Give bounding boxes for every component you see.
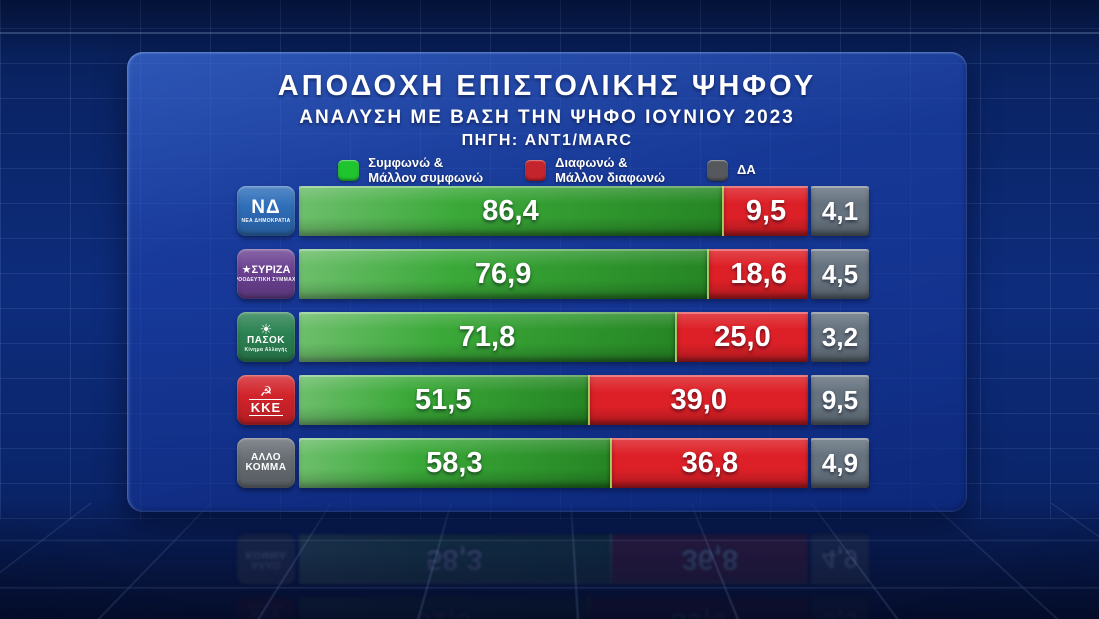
bar-rows: ΝΔ ΝΕΑ ΔΗΜΟΚΡΑΤΙΑ 86,4 9,5 4,1 ★ΣΥΡΙΖΑ Π… <box>237 186 869 501</box>
row-syriza: ★ΣΥΡΙΖΑ ΠΡΟΟΔΕΥΤΙΚΗ ΣΥΜΜΑΧΙΑ 76,9 18,6 4… <box>237 249 869 299</box>
reflection-disagree-segment: 39,0 <box>589 597 808 619</box>
row-nea-dimokratia: ΝΔ ΝΕΑ ΔΗΜΟΚΡΑΤΙΑ 86,4 9,5 4,1 <box>237 186 869 236</box>
stacked-bar: 58,3 36,8 4,9 <box>299 438 869 488</box>
dk-segment: 4,9 <box>811 438 869 488</box>
legend-item-dk: ΔΑ <box>706 160 756 182</box>
reflection-agree-value: 51,5 <box>415 606 471 619</box>
chart-panel: ΑΠΟΔΟΧΗ ΕΠΙΣΤΟΛΙΚΗΣ ΨΗΦΟΥ ΑΝΑΛΥΣΗ ΜΕ ΒΑΣ… <box>127 52 967 512</box>
agree-value: 58,3 <box>426 446 483 479</box>
floor-fade <box>0 498 1099 619</box>
agree-segment: 51,5 <box>299 375 590 425</box>
agree-segment: 71,8 <box>299 312 678 362</box>
bar-rows: ΝΔ ΝΕΑ ΔΗΜΟΚΡΑΤΙΑ 86,4 9,5 4,1 ★ΣΥΡΙΖΑ Π… <box>237 534 869 619</box>
reflection-kke-logo: ☭ ΚΚΕ <box>237 597 295 619</box>
legend-label-agree: Συμφωνώ & Μάλλον συμφωνώ <box>368 155 484 185</box>
disagree-value: 25,0 <box>714 320 771 353</box>
reflection-row-allo-komma: ΑΛΛΟ ΚΟΜΜΑ 58,3 36,8 4,9 <box>237 534 869 584</box>
dk-segment: 9,5 <box>811 375 869 425</box>
disagree-value: 39,0 <box>670 383 727 416</box>
star-icon: ★ <box>241 264 252 276</box>
dk-segment: 4,5 <box>811 249 869 299</box>
reflection-agree-segment: 51,5 <box>299 597 590 619</box>
reflection-dk-segment: 9,5 <box>811 597 869 619</box>
agree-segment: 58,3 <box>299 438 612 488</box>
row-allo-komma: ΑΛΛΟ ΚΟΜΜΑ 58,3 36,8 4,9 <box>237 438 869 488</box>
dk-value: 4,1 <box>821 195 859 226</box>
agree-value: 71,8 <box>458 320 516 353</box>
disagree-value: 18,6 <box>730 257 787 290</box>
pasok-logo: ☀ ΠΑΣΟΚ Κίνημα Αλλαγής <box>237 312 295 362</box>
page-subtitle: ΑΝΑΛΥΣΗ ΜΕ ΒΑΣΗ ΤΗΝ ΨΗΦΟ ΙΟΥΝΙΟΥ 2023 <box>299 107 795 128</box>
disagree-value: 9,5 <box>745 194 787 227</box>
reflection-agree-segment: 58,3 <box>299 534 612 584</box>
agree-swatch-icon <box>338 160 360 182</box>
row-kke: ☭ ΚΚΕ 51,5 39,0 9,5 <box>237 375 869 425</box>
agree-segment: 86,4 <box>299 186 724 236</box>
disagree-swatch-icon <box>525 160 547 182</box>
dk-value: 3,2 <box>821 321 859 352</box>
agree-value: 76,9 <box>474 257 532 290</box>
disagree-segment: 9,5 <box>724 186 808 236</box>
agree-segment: 76,9 <box>299 249 710 299</box>
reflection-row-kke: ☭ ΚΚΕ 51,5 39,0 9,5 <box>237 597 869 619</box>
stacked-bar: 76,9 18,6 4,5 <box>299 249 869 299</box>
sun-icon: ☀ <box>259 320 273 337</box>
page-title: ΑΠΟΔΟΧΗ ΕΠΙΣΤΟΛΙΚΗΣ ΨΗΦΟΥ <box>277 70 817 102</box>
disagree-segment: 25,0 <box>677 312 808 362</box>
disagree-value: 36,8 <box>681 446 739 479</box>
reflection-agree-value: 58,3 <box>426 543 483 576</box>
reflection-dk-value: 4,9 <box>821 544 859 575</box>
reflection-stacked-bar: 58,3 36,8 4,9 <box>299 534 869 584</box>
reflection-disagree-segment: 36,8 <box>611 534 808 584</box>
legend-item-agree: Συμφωνώ & Μάλλον συμφωνώ <box>338 155 484 185</box>
reflection-stacked-bar: 51,5 39,0 9,5 <box>299 597 869 619</box>
row-pasok: ☀ ΠΑΣΟΚ Κίνημα Αλλαγής 71,8 25,0 3,2 <box>237 312 869 362</box>
syriza-logo: ★ΣΥΡΙΖΑ ΠΡΟΟΔΕΥΤΙΚΗ ΣΥΜΜΑΧΙΑ <box>237 249 295 299</box>
nea-dimokratia-logo: ΝΔ ΝΕΑ ΔΗΜΟΚΡΑΤΙΑ <box>237 186 295 236</box>
legend-item-disagree: Διαφωνώ & Μάλλον διαφωνώ <box>525 155 665 185</box>
reflection-disagree-value: 39,0 <box>671 606 727 619</box>
agree-value: 51,5 <box>415 383 472 416</box>
allo-komma-logo: ΑΛΛΟ ΚΟΜΜΑ <box>237 438 295 488</box>
disagree-segment: 36,8 <box>611 438 809 488</box>
dk-value: 4,5 <box>821 258 859 289</box>
reflection-dk-segment: 4,9 <box>811 534 869 584</box>
stacked-bar: 51,5 39,0 9,5 <box>299 375 869 425</box>
perspective-floor-grid <box>0 503 1099 619</box>
dk-swatch-icon <box>706 160 728 182</box>
legend-label-disagree: Διαφωνώ & Μάλλον διαφωνώ <box>555 155 665 185</box>
reflection-disagree-value: 36,8 <box>681 543 739 576</box>
legend: Συμφωνώ & Μάλλον συμφωνώ Διαφωνώ & Μάλλο… <box>127 155 967 185</box>
legend-label-dk: ΔΑ <box>736 162 756 178</box>
stacked-bar: 86,4 9,5 4,1 <box>299 186 869 236</box>
agree-value: 86,4 <box>482 194 539 227</box>
dk-segment: 4,1 <box>811 186 869 236</box>
dk-value: 9,5 <box>821 384 859 415</box>
floor-reflection: ΝΔ ΝΕΑ ΔΗΜΟΚΡΑΤΙΑ 86,4 9,5 4,1 ★ΣΥΡΙΖΑ Π… <box>237 516 869 619</box>
dk-value: 4,9 <box>821 447 859 478</box>
dk-segment: 3,2 <box>811 312 869 362</box>
reflection-dk-value: 9,5 <box>822 607 858 619</box>
reflection-allo-komma-logo: ΑΛΛΟ ΚΟΜΜΑ <box>237 534 295 584</box>
source-label: ΠΗΓΗ: ANT1/MARC <box>461 132 633 149</box>
kke-logo: ☭ ΚΚΕ <box>237 375 295 425</box>
stacked-bar: 71,8 25,0 3,2 <box>299 312 869 362</box>
disagree-segment: 18,6 <box>709 249 808 299</box>
hammer-sickle-icon: ☭ <box>259 383 273 399</box>
disagree-segment: 39,0 <box>589 375 809 425</box>
